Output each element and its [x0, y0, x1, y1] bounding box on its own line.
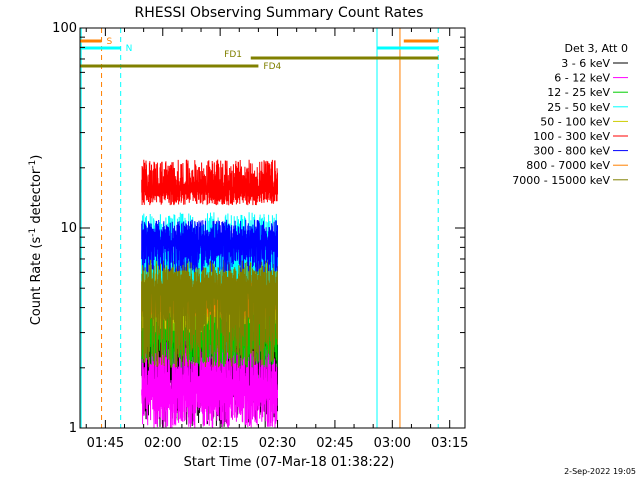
- trace-6-12-kev: [141, 334, 278, 428]
- y-axis-label: Count Rate (s-1 detector-1): [28, 155, 44, 326]
- trace-300-800-kev: [141, 219, 278, 273]
- x-tick-label: 02:30: [259, 436, 296, 451]
- legend-label-100-300-kev: 100 - 300 keV: [533, 130, 610, 143]
- chart-title: RHESSI Observing Summary Count Rates: [135, 5, 424, 21]
- y-axis-label-mid: detector: [29, 168, 44, 228]
- y-axis-label-sup2: -1: [28, 160, 38, 169]
- legend-label-12-25-kev: 12 - 25 keV: [547, 86, 610, 99]
- legend-label-7000-15000-kev: 7000 - 15000 keV: [512, 174, 610, 187]
- legend-header: Det 3, Att 0: [565, 42, 629, 55]
- x-tick-label: 01:45: [87, 436, 124, 451]
- x-tick-label: 02:15: [201, 436, 238, 451]
- legend-label-25-50-kev: 25 - 50 keV: [547, 101, 610, 114]
- data-traces: [141, 159, 278, 428]
- legend-label-300-800-kev: 300 - 800 keV: [533, 145, 610, 158]
- vertical-marker-lines: [80, 28, 439, 428]
- trace-100-300-kev: [141, 159, 278, 206]
- y-axis-label-end: ): [29, 155, 44, 160]
- legend-label-50-100-kev: 50 - 100 keV: [540, 115, 610, 128]
- x-axis-label: Start Time (07-Mar-18 01:38:22): [184, 455, 395, 470]
- y-tick-label: 100: [52, 21, 77, 36]
- y-tick-label: 10: [60, 221, 77, 236]
- y-axis-label-main: Count Rate (s: [29, 237, 44, 326]
- flag-label-fd1: FD1: [224, 50, 242, 60]
- flag-label-fd4: FD4: [263, 62, 281, 72]
- y-axis-label-sup1: -1: [28, 228, 38, 237]
- x-tick-label: 02:45: [316, 436, 353, 451]
- flag-label-s: S: [107, 37, 113, 47]
- x-tick-label: 03:15: [431, 436, 468, 451]
- legend-label-800-7000-kev: 800 - 7000 keV: [526, 159, 610, 172]
- legend-label-3-6-kev: 3 - 6 keV: [561, 57, 610, 70]
- axes: 01:45 02:00 02:15 02:30 02:45 03:00 03:15 1 10 10…: [52, 21, 468, 451]
- flag-label-n: N: [126, 44, 133, 54]
- legend-label-6-12-kev: 6 - 12 keV: [554, 72, 610, 85]
- x-tick-label: 03:00: [374, 436, 411, 451]
- trace-7000-15000-kev: [141, 258, 278, 368]
- x-tick-label: 02:00: [144, 436, 181, 451]
- footer-date: 2-Sep-2022 19:05: [564, 467, 636, 476]
- flag-bars: S N FD1 FD4: [80, 37, 439, 72]
- y-tick-label: 1: [69, 421, 77, 436]
